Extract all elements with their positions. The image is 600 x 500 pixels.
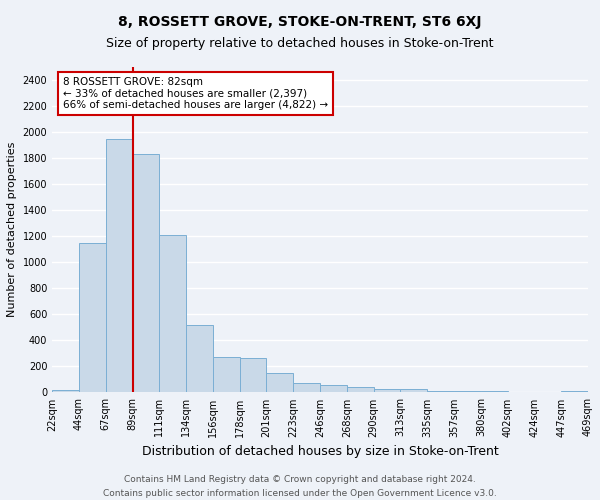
Bar bbox=[347, 388, 374, 392]
Text: 8, ROSSETT GROVE, STOKE-ON-TRENT, ST6 6XJ: 8, ROSSETT GROVE, STOKE-ON-TRENT, ST6 6X… bbox=[118, 15, 482, 29]
Bar bbox=[239, 358, 266, 392]
Bar bbox=[160, 235, 186, 392]
Bar bbox=[52, 390, 79, 392]
Bar bbox=[293, 382, 320, 392]
Bar bbox=[186, 326, 213, 392]
X-axis label: Distribution of detached houses by size in Stoke-on-Trent: Distribution of detached houses by size … bbox=[142, 445, 499, 458]
Bar bbox=[400, 388, 427, 392]
Bar bbox=[454, 391, 481, 392]
Text: Size of property relative to detached houses in Stoke-on-Trent: Size of property relative to detached ho… bbox=[106, 38, 494, 51]
Bar bbox=[374, 388, 400, 392]
Bar bbox=[427, 390, 454, 392]
Bar bbox=[266, 373, 293, 392]
Bar bbox=[213, 358, 239, 392]
Bar bbox=[133, 154, 160, 392]
Bar bbox=[561, 391, 588, 392]
Bar bbox=[320, 384, 347, 392]
Bar bbox=[79, 242, 106, 392]
Text: Contains HM Land Registry data © Crown copyright and database right 2024.
Contai: Contains HM Land Registry data © Crown c… bbox=[103, 476, 497, 498]
Text: 8 ROSSETT GROVE: 82sqm
← 33% of detached houses are smaller (2,397)
66% of semi-: 8 ROSSETT GROVE: 82sqm ← 33% of detached… bbox=[63, 76, 328, 110]
Bar bbox=[106, 138, 133, 392]
Y-axis label: Number of detached properties: Number of detached properties bbox=[7, 142, 17, 318]
